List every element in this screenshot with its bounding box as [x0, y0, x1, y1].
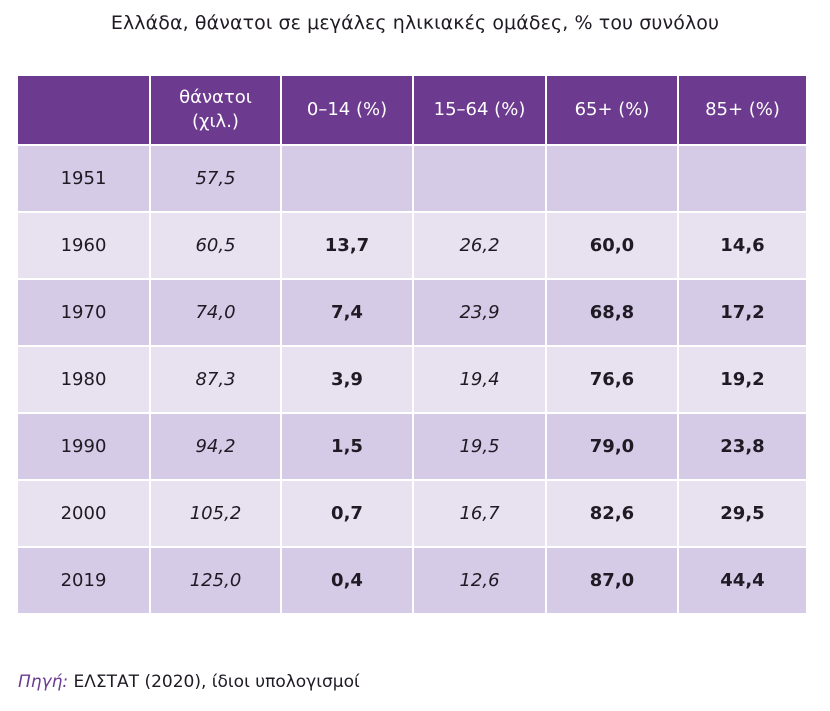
cell-age-15-64 [412, 144, 547, 213]
cell-age-65: 68,8 [545, 278, 679, 347]
cell-deaths: 105,2 [149, 479, 282, 548]
cell-age-65 [545, 144, 679, 213]
cell-deaths: 87,3 [149, 345, 282, 414]
cell-age-65: 79,0 [545, 412, 679, 481]
table-row: 1980 87,3 3,9 19,4 76,6 19,2 [16, 345, 808, 414]
table-row: 1960 60,5 13,7 26,2 60,0 14,6 [16, 211, 808, 280]
cell-deaths: 57,5 [149, 144, 282, 213]
cell-age-85: 14,6 [677, 211, 808, 280]
cell-age-0-14 [280, 144, 414, 213]
data-table: θάνατοι (χιλ.) 0–14 (%) 15–64 (%) 65+ (%… [16, 74, 808, 615]
cell-deaths: 60,5 [149, 211, 282, 280]
table-row: 2019 125,0 0,4 12,6 87,0 44,4 [16, 546, 808, 615]
cell-age-15-64: 26,2 [412, 211, 547, 280]
cell-age-85: 29,5 [677, 479, 808, 548]
source-note: Πηγή: ΕΛΣΤΑΤ (2020), ίδιοι υπολογισμοί [18, 672, 360, 692]
table-row: 1990 94,2 1,5 19,5 79,0 23,8 [16, 412, 808, 481]
cell-age-65: 82,6 [545, 479, 679, 548]
cell-year: 1990 [16, 412, 151, 481]
cell-year: 1951 [16, 144, 151, 213]
header-age-65: 65+ (%) [545, 74, 679, 146]
cell-deaths: 125,0 [149, 546, 282, 615]
header-year [16, 74, 151, 146]
cell-age-85: 23,8 [677, 412, 808, 481]
header-deaths: θάνατοι (χιλ.) [149, 74, 282, 146]
cell-age-65: 60,0 [545, 211, 679, 280]
source-text: ΕΛΣΤΑΤ (2020), ίδιοι υπολογισμοί [68, 672, 360, 692]
source-label: Πηγή: [18, 672, 69, 692]
cell-age-85 [677, 144, 808, 213]
cell-age-0-14: 0,7 [280, 479, 414, 548]
cell-age-0-14: 7,4 [280, 278, 414, 347]
cell-year: 2000 [16, 479, 151, 548]
cell-age-0-14: 1,5 [280, 412, 414, 481]
cell-age-15-64: 19,4 [412, 345, 547, 414]
cell-age-65: 76,6 [545, 345, 679, 414]
table-row: 1951 57,5 [16, 144, 808, 213]
cell-age-85: 17,2 [677, 278, 808, 347]
cell-age-0-14: 0,4 [280, 546, 414, 615]
chart-title: Ελλάδα, θάνατοι σε μεγάλες ηλικιακές ομά… [110, 12, 720, 34]
cell-age-15-64: 16,7 [412, 479, 547, 548]
header-age-85: 85+ (%) [677, 74, 808, 146]
cell-age-65: 87,0 [545, 546, 679, 615]
cell-age-15-64: 12,6 [412, 546, 547, 615]
header-age-0-14: 0–14 (%) [280, 74, 414, 146]
cell-age-0-14: 13,7 [280, 211, 414, 280]
cell-year: 2019 [16, 546, 151, 615]
cell-age-85: 19,2 [677, 345, 808, 414]
cell-age-15-64: 23,9 [412, 278, 547, 347]
cell-age-15-64: 19,5 [412, 412, 547, 481]
cell-age-85: 44,4 [677, 546, 808, 615]
cell-deaths: 94,2 [149, 412, 282, 481]
header-deaths-line1: θάνατοι [179, 87, 252, 108]
table-header-row: θάνατοι (χιλ.) 0–14 (%) 15–64 (%) 65+ (%… [16, 74, 808, 146]
cell-deaths: 74,0 [149, 278, 282, 347]
cell-year: 1960 [16, 211, 151, 280]
table-row: 2000 105,2 0,7 16,7 82,6 29,5 [16, 479, 808, 548]
header-age-15-64: 15–64 (%) [412, 74, 547, 146]
header-deaths-line2: (χιλ.) [192, 111, 239, 132]
cell-age-0-14: 3,9 [280, 345, 414, 414]
cell-year: 1980 [16, 345, 151, 414]
cell-year: 1970 [16, 278, 151, 347]
table-row: 1970 74,0 7,4 23,9 68,8 17,2 [16, 278, 808, 347]
